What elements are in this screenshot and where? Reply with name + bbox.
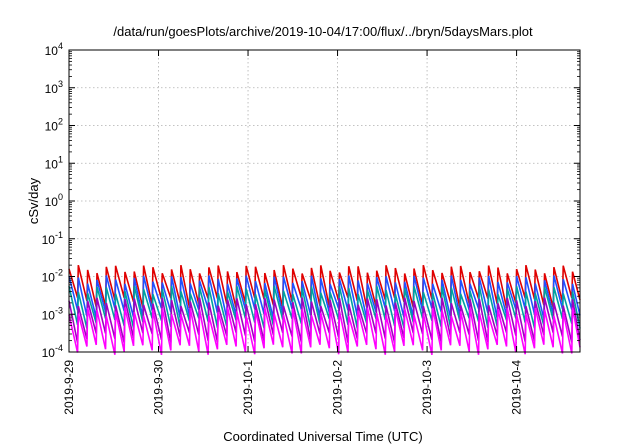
x-tick-label: 2019-10-2 [331, 360, 345, 415]
x-tick-label: 2019-9-30 [152, 360, 166, 415]
y-tick-label: 10-2 [42, 268, 63, 285]
x-tick-label: 2019-10-1 [241, 360, 255, 415]
x-tick-label: 2019-9-29 [62, 360, 76, 415]
y-tick-label: 10-4 [42, 343, 63, 360]
chart-title: /data/run/goesPlots/archive/2019-10-04/1… [113, 24, 533, 39]
y-tick-label: 104 [45, 41, 63, 58]
y-tick-label: 101 [45, 154, 63, 171]
y-tick-label: 10-3 [42, 305, 63, 322]
x-axis: 2019-9-29 2019-9-30 2019-10-1 2019-10-2 2019… [62, 50, 524, 415]
x-tick-label: 2019-10-3 [420, 360, 434, 415]
x-axis-label: Coordinated Universal Time (UTC) [223, 429, 422, 444]
y-axis: 104 103 102 101 100 10-1 10-2 10-3 10-4 [42, 41, 580, 360]
y-tick-label: 103 [45, 79, 63, 96]
series-line [68, 297, 581, 343]
y-tick-label: 102 [45, 117, 63, 134]
series-line [68, 307, 581, 356]
y-axis-label: cSv/day [26, 177, 41, 224]
y-tick-label: 10-1 [42, 230, 63, 247]
y-tick-label: 100 [45, 192, 63, 209]
series-line [68, 275, 581, 319]
series-line [68, 285, 581, 329]
x-tick-label: 2019-10-4 [510, 360, 524, 415]
series-layer [68, 264, 581, 356]
series-line [68, 264, 581, 309]
